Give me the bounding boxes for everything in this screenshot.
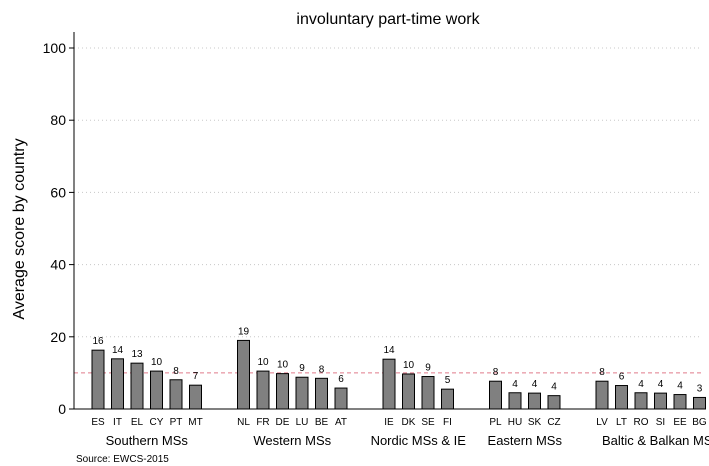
- data-label: 5: [445, 375, 451, 386]
- group-label: Nordic MSs & IE: [371, 433, 467, 448]
- data-label: 10: [151, 357, 163, 368]
- x-tick-label: LV: [596, 417, 608, 428]
- x-tick-label: SE: [421, 417, 435, 428]
- x-tick-label: IT: [113, 417, 122, 428]
- data-label: 10: [257, 357, 269, 368]
- x-tick-label: RO: [634, 417, 649, 428]
- bar: [237, 339, 250, 410]
- source-note: Source: EWCS-2015: [76, 454, 169, 465]
- bar: [528, 392, 541, 410]
- x-tick-label: SK: [528, 417, 542, 428]
- x-tick-label: HU: [508, 417, 522, 428]
- bar: [402, 373, 415, 410]
- x-tick-label: LU: [296, 417, 309, 428]
- data-label: 4: [512, 379, 518, 390]
- x-tick-label: CY: [150, 417, 164, 428]
- data-label: 8: [493, 367, 499, 378]
- y-tick-label: 100: [43, 40, 67, 56]
- data-label: 4: [551, 382, 557, 393]
- data-label: 14: [383, 345, 395, 356]
- y-axis-label: Average score by country: [11, 138, 28, 319]
- x-tick-label: AT: [335, 417, 347, 428]
- bar: [169, 379, 183, 410]
- y-tick-label: 20: [50, 329, 66, 345]
- bar: [508, 392, 522, 410]
- group-label: Eastern MSs: [488, 433, 563, 448]
- y-tick-label: 40: [50, 257, 66, 273]
- x-tick-label: DE: [276, 417, 290, 428]
- gridlines: [74, 47, 702, 374]
- chart-title: involuntary part-time work: [296, 11, 480, 28]
- x-tick-label: FR: [256, 417, 269, 428]
- data-label: 6: [338, 374, 344, 385]
- data-label: 14: [112, 345, 124, 356]
- bar: [634, 392, 648, 410]
- x-tick-label: ES: [91, 417, 105, 428]
- x-tick-label: MT: [188, 417, 202, 428]
- bar: [91, 349, 105, 410]
- x-tick-label: DK: [402, 417, 416, 428]
- data-label: 4: [532, 379, 538, 390]
- bar: [295, 376, 309, 410]
- bar: [111, 358, 124, 410]
- bar: [547, 395, 561, 410]
- x-tick-label: EE: [673, 417, 687, 428]
- data-label: 4: [638, 379, 644, 390]
- x-tick-label: BG: [692, 417, 707, 428]
- data-label: 8: [599, 367, 605, 378]
- data-label: 4: [677, 381, 683, 392]
- x-tick-label: BE: [315, 417, 329, 428]
- bar: [130, 362, 144, 410]
- group-label: Southern MSs: [106, 433, 189, 448]
- group-label: Western MSs: [253, 433, 331, 448]
- bar: [421, 376, 435, 410]
- bar: [150, 370, 163, 410]
- bar: [615, 385, 628, 410]
- data-label: 10: [277, 360, 289, 371]
- x-tick-label: IE: [384, 417, 394, 428]
- group-label: Baltic & Balkan MSs: [602, 433, 709, 448]
- data-label: 8: [173, 366, 179, 377]
- data-label: 6: [619, 372, 625, 383]
- data-label: 7: [193, 371, 199, 382]
- bar: [693, 396, 706, 410]
- x-tick-label: LT: [616, 417, 627, 428]
- x-tick-label: PT: [170, 417, 183, 428]
- data-label: 19: [238, 326, 250, 337]
- x-tick-label: PL: [489, 417, 502, 428]
- bars: [91, 339, 706, 410]
- data-label: 8: [319, 364, 325, 375]
- data-label: 16: [92, 336, 104, 347]
- bar: [315, 377, 328, 410]
- bar: [276, 373, 289, 410]
- data-label: 3: [697, 383, 703, 394]
- data-label: 13: [131, 349, 143, 360]
- bar: [189, 384, 202, 410]
- x-tick-label: NL: [237, 417, 250, 428]
- data-label: 9: [299, 363, 305, 374]
- data-label: 9: [425, 363, 431, 374]
- x-tick-label: SI: [656, 417, 665, 428]
- bar: [441, 388, 454, 410]
- x-tick-label: CZ: [547, 417, 560, 428]
- bar: [489, 380, 502, 410]
- data-label: 10: [403, 360, 415, 371]
- bar: [654, 392, 667, 410]
- y-tick-label: 60: [50, 184, 66, 200]
- bar: [334, 387, 348, 410]
- bar: [382, 358, 396, 410]
- y-tick-label: 0: [58, 401, 66, 417]
- bar: [595, 380, 609, 410]
- data-label: 4: [658, 379, 664, 390]
- bar: [256, 370, 270, 410]
- x-tick-label: EL: [131, 417, 144, 428]
- labels: 0 20 40 60 80 100 16 ES 14 IT 13 EL 10 CY 8 PT 7 MT Southe…: [43, 40, 709, 448]
- bar: [673, 394, 687, 410]
- x-tick-label: FI: [443, 417, 452, 428]
- y-tick-label: 80: [50, 112, 66, 128]
